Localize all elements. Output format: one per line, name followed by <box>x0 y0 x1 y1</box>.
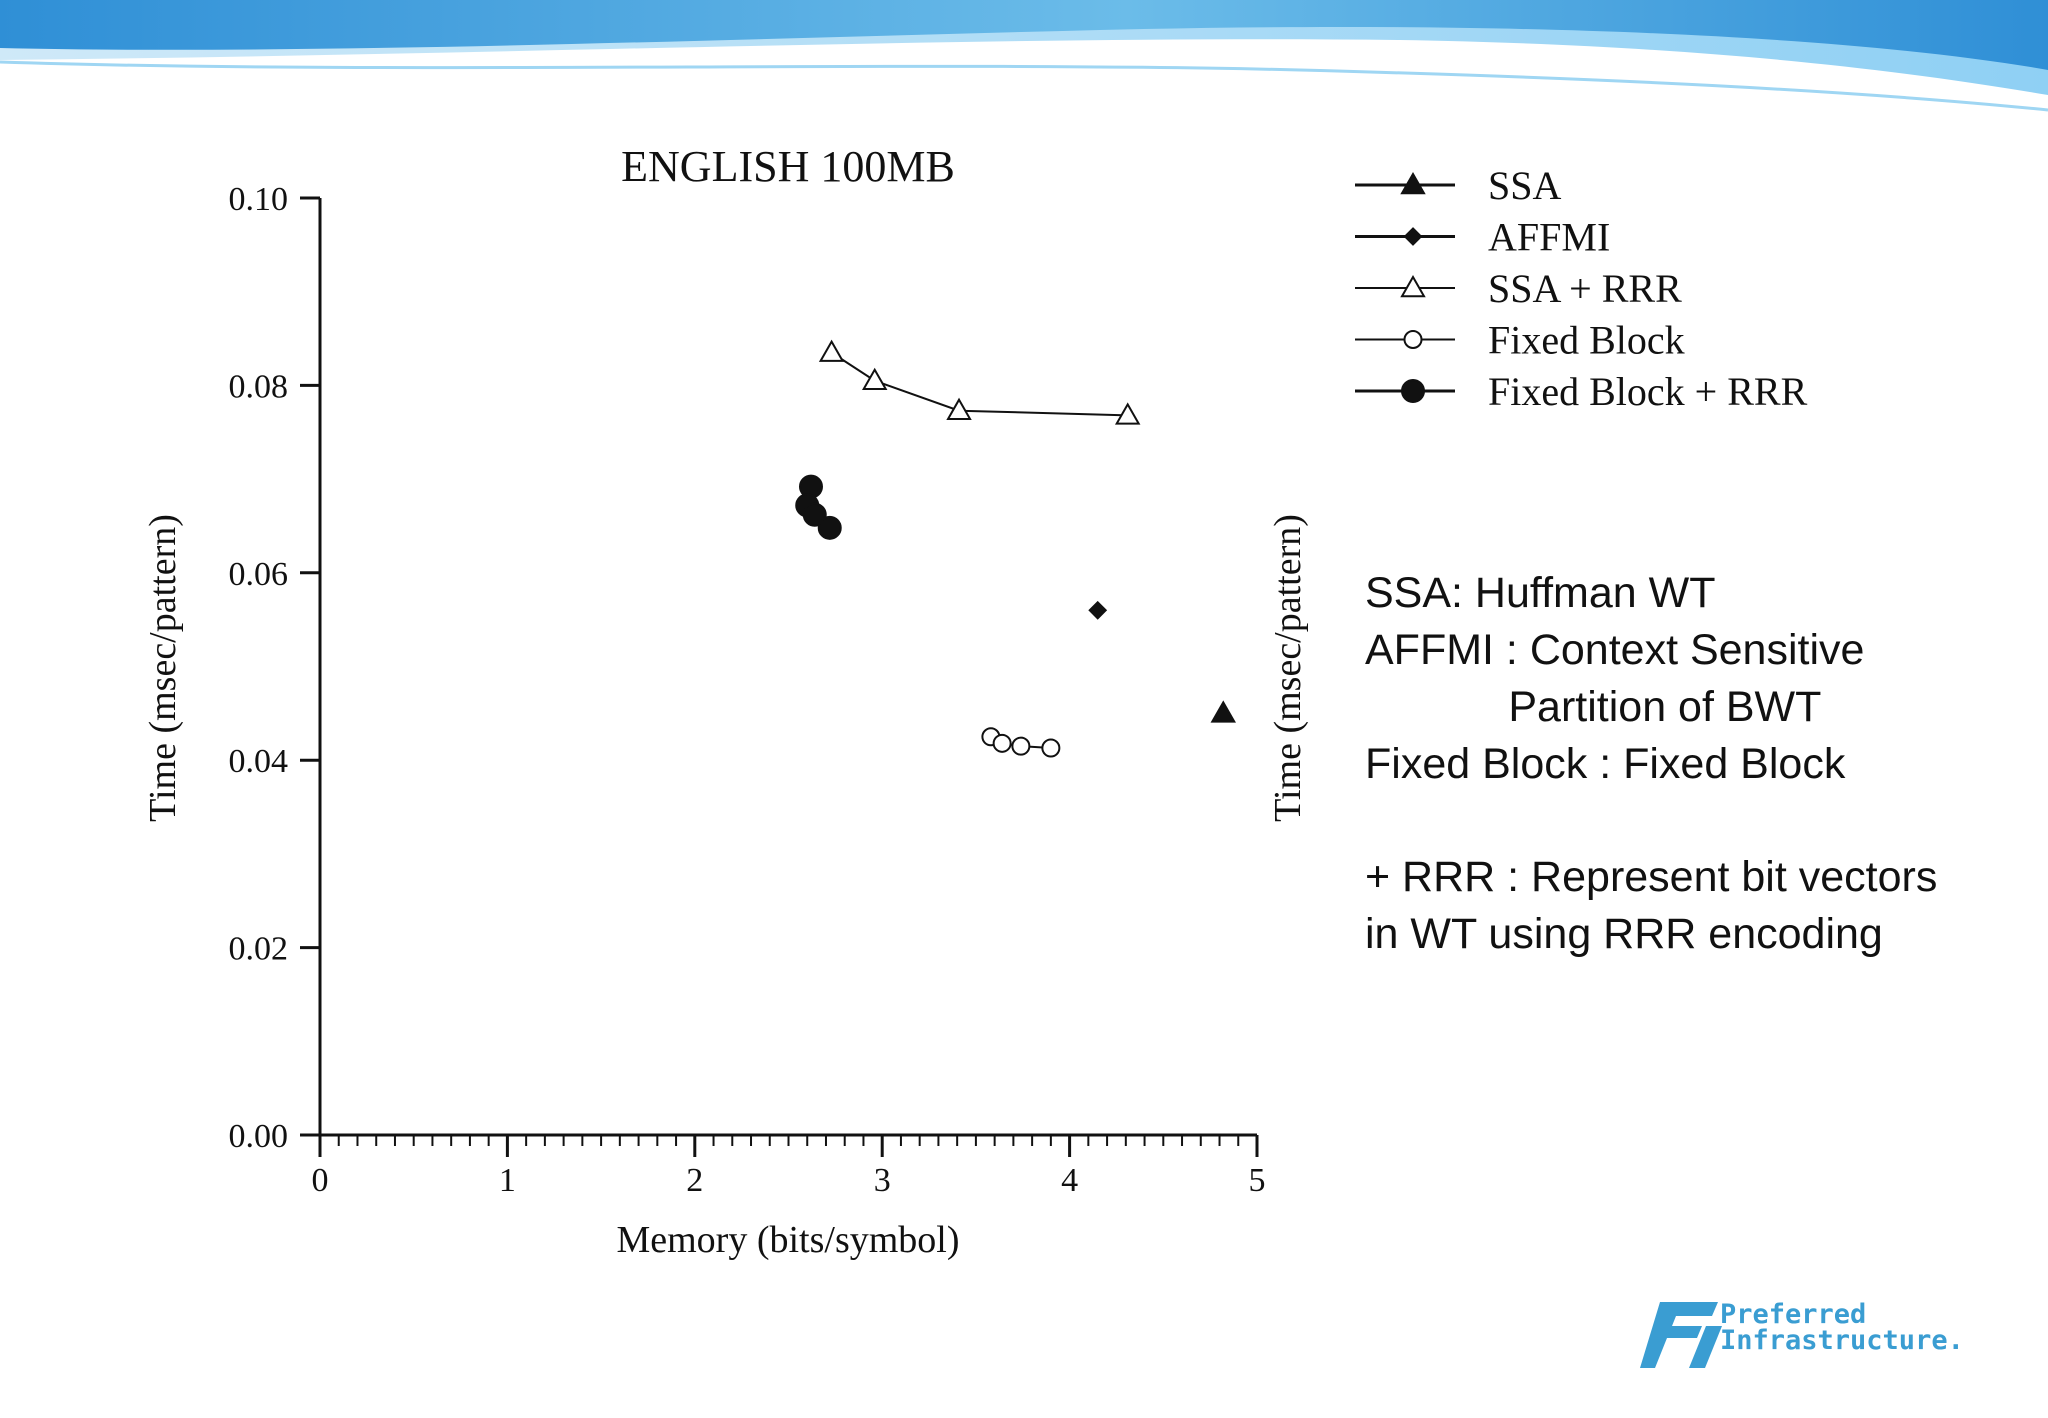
legend-item: AFFMI <box>1355 215 1610 260</box>
data-point <box>946 397 972 420</box>
legend-label: SSA <box>1488 163 1561 208</box>
legend-item: Fixed Block <box>1355 318 1685 363</box>
x-tick-label: 4 <box>1061 1162 1078 1199</box>
data-point <box>1210 700 1236 723</box>
legend-item: SSA <box>1355 163 1561 208</box>
x-tick-label: 5 <box>1249 1162 1266 1199</box>
legend-marker <box>1401 379 1425 403</box>
y-tick-label: 0.00 <box>229 1118 289 1155</box>
logo-mark-i-icon <box>1689 1326 1722 1368</box>
legend: SSA AFFMI SSA + RRR Fixed Block Fixed Block … <box>1355 163 1808 414</box>
note-line: Partition of BWT <box>1365 683 1822 731</box>
legend-label: AFFMI <box>1488 215 1610 260</box>
x-tick-label: 3 <box>874 1162 891 1199</box>
note-line: AFFMI : Context Sensitive <box>1365 626 1865 674</box>
y-tick-label: 0.06 <box>229 556 289 593</box>
right-y-axis-label: Time (msec/pattern) <box>1267 514 1309 822</box>
legend-marker <box>1403 227 1423 246</box>
data-point <box>1011 736 1031 756</box>
legend-marker <box>1403 330 1423 349</box>
legend-label: Fixed Block + RRR <box>1488 369 1808 414</box>
note-line: SSA: Huffman WT <box>1365 569 1716 617</box>
plot-marks <box>795 339 1236 758</box>
series <box>795 474 842 540</box>
logo-mark-f-icon <box>1640 1302 1718 1368</box>
note-line: Fixed Block : Fixed Block <box>1365 740 1846 788</box>
y-tick-label: 0.04 <box>229 743 289 780</box>
chart-title: ENGLISH 100MB <box>621 142 955 191</box>
y-axis-label: Time (msec/pattern) <box>142 514 184 822</box>
logo-text: Preferred Infrastructure. <box>1720 1299 1964 1356</box>
data-point <box>818 339 845 362</box>
header-banner <box>0 0 2048 112</box>
y-tick-label: 0.02 <box>229 931 289 968</box>
series <box>1210 700 1236 723</box>
data-point <box>861 367 888 390</box>
data-point <box>992 733 1012 753</box>
data-point <box>1088 600 1108 620</box>
x-axis-label: Memory (bits/symbol) <box>616 1219 959 1261</box>
series <box>1088 600 1108 620</box>
legend-label: SSA + RRR <box>1488 266 1682 311</box>
legend-notes: SSA: Huffman WT AFFMI : Context Sensitiv… <box>1365 565 1937 963</box>
x-tick-label: 2 <box>686 1162 703 1199</box>
note-gap <box>1365 793 1937 849</box>
data-point <box>802 502 827 527</box>
y-tick-label: 0.08 <box>229 368 289 405</box>
series <box>981 727 1061 758</box>
logo-line-2: Infrastructure. <box>1720 1325 1964 1356</box>
series <box>818 339 1141 425</box>
series-line <box>831 351 1128 417</box>
data-point <box>1114 402 1141 425</box>
note-line: in WT using RRR encoding <box>1365 910 1883 958</box>
legend-marker <box>1400 171 1426 195</box>
legend-label: Fixed Block <box>1488 318 1685 363</box>
legend-marker <box>1400 274 1426 298</box>
y-tick-label: 0.10 <box>229 181 289 218</box>
data-point <box>817 515 842 540</box>
logo-line-1: Preferred <box>1720 1299 1867 1330</box>
x-tick-label: 1 <box>499 1162 516 1199</box>
axes: 0.00 0.02 0.04 0.06 0.08 0.10 0 1 2 3 4 5 <box>229 181 1266 1199</box>
data-point <box>1041 738 1061 758</box>
company-logo <box>1640 1302 1722 1368</box>
x-tick-label: 0 <box>312 1162 329 1199</box>
note-line: + RRR : Represent bit vectors <box>1365 853 1938 901</box>
legend-item: Fixed Block + RRR <box>1355 369 1808 414</box>
legend-item: SSA + RRR <box>1355 266 1682 311</box>
